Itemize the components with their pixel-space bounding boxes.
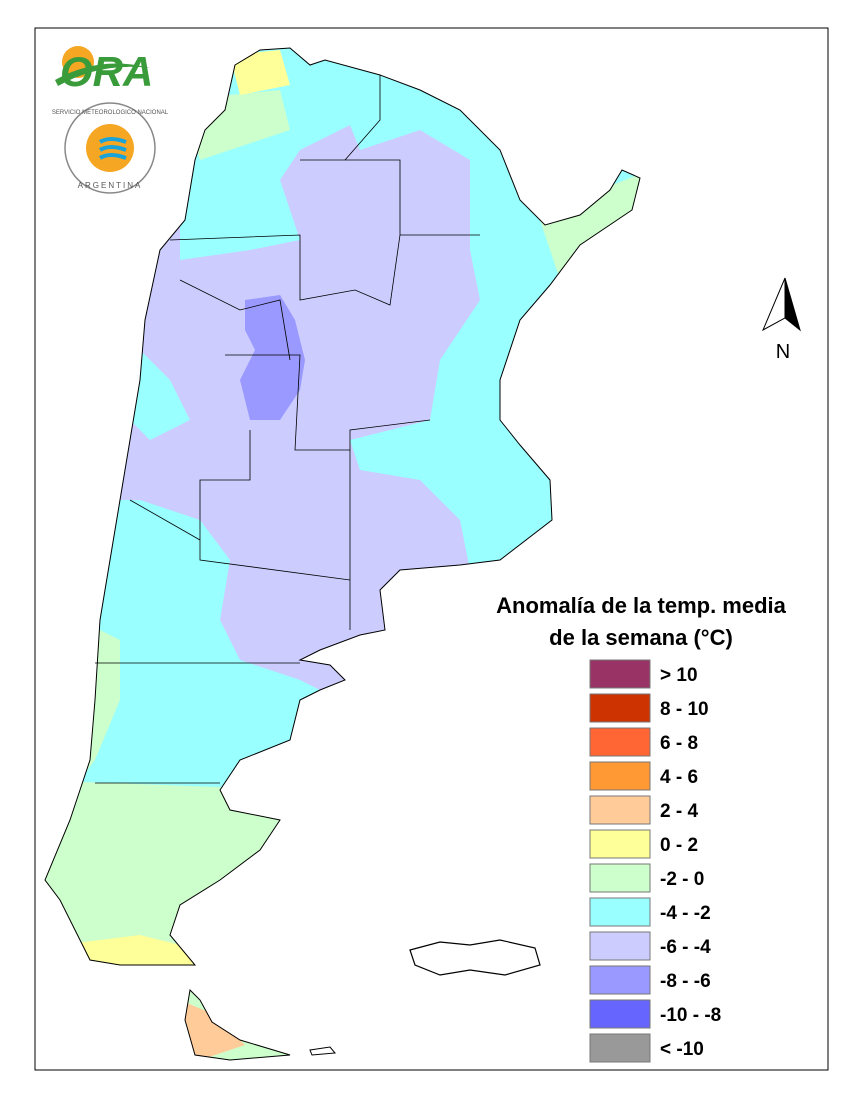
legend-swatch (589, 761, 651, 791)
legend-swatch (589, 931, 651, 961)
legend-label: 4 - 6 (660, 767, 698, 788)
legend-swatch (589, 795, 651, 825)
legend-label: 6 - 8 (660, 733, 698, 754)
smn-country-text: ARGENTINA (78, 181, 143, 190)
isla-estados (309, 1046, 336, 1056)
legend-title: de la semana (°C) (549, 625, 733, 650)
legend-swatch (589, 999, 651, 1029)
legend-label: > 10 (660, 665, 698, 686)
legend-swatch (589, 693, 651, 723)
north-label: N (776, 341, 790, 363)
province-borders (95, 75, 480, 784)
north-arrow: N (761, 277, 801, 363)
legend-swatch (589, 659, 651, 689)
legend-swatch (589, 965, 651, 995)
legend-swatch (589, 1033, 651, 1063)
legend-swatch (589, 829, 651, 859)
legend-label: 8 - 10 (660, 699, 709, 720)
legend-title: Anomalía de la temp. media (496, 593, 787, 618)
legend-label: -4 - -2 (660, 903, 711, 924)
legend-label: 0 - 2 (660, 835, 698, 856)
legend: Anomalía de la temp. media de la semana (… (496, 593, 787, 1063)
legend-swatch (589, 897, 651, 927)
legend-label: -10 - -8 (660, 1005, 721, 1026)
smn-logo: SERVICIO METEOROLOGICO NACIONAL ARGENTIN… (52, 102, 169, 194)
legend-label: -8 - -6 (660, 971, 711, 992)
legend-label: -6 - -4 (660, 937, 711, 958)
malvinas (409, 939, 541, 976)
ora-text: ORA (60, 48, 153, 95)
ora-logo: ORA (55, 46, 153, 95)
legend-swatch (589, 727, 651, 757)
legend-label: < -10 (660, 1039, 704, 1060)
legend-label: -2 - 0 (660, 869, 704, 890)
legend-swatch (589, 863, 651, 893)
smn-ring-text: SERVICIO METEOROLOGICO NACIONAL (52, 110, 169, 116)
legend-label: 2 - 4 (660, 801, 698, 822)
